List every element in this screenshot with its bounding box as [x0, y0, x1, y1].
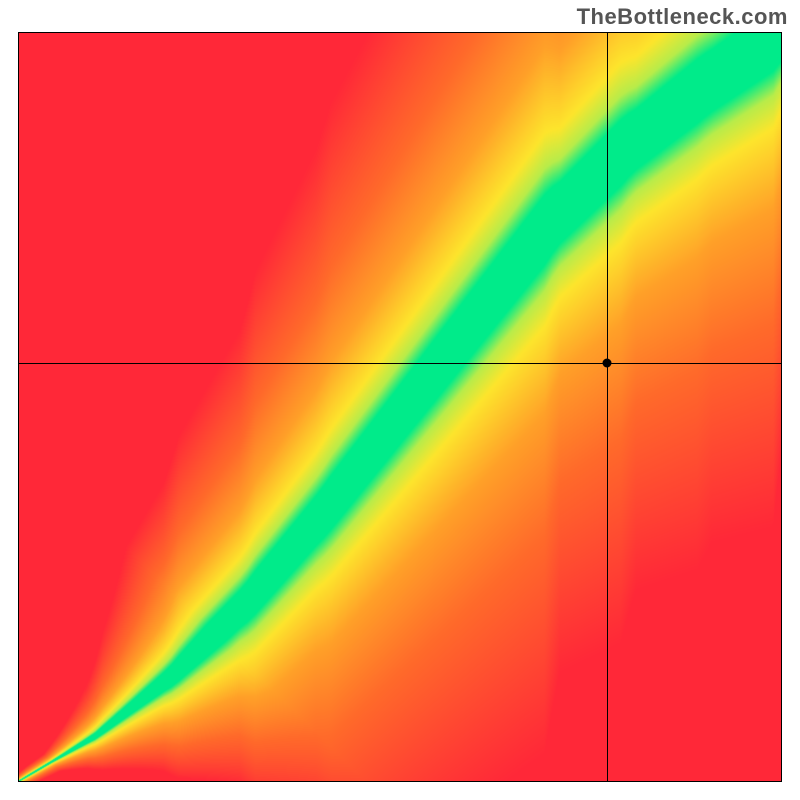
watermark: TheBottleneck.com	[577, 4, 788, 30]
crosshair-vertical	[607, 33, 608, 781]
crosshair-horizontal	[19, 363, 781, 364]
operating-point-marker	[603, 359, 612, 368]
heatmap-canvas	[19, 33, 781, 781]
bottleneck-heatmap	[18, 32, 782, 782]
